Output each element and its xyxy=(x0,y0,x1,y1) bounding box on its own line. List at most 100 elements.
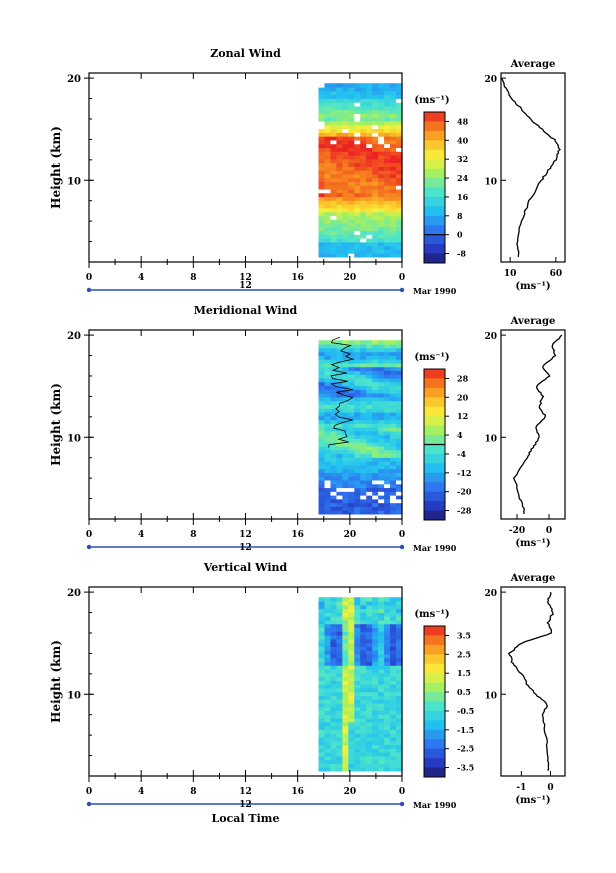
colorbar-swatch xyxy=(424,463,445,474)
average-x-label: (ms⁻¹) xyxy=(515,281,550,292)
colorbar-swatch xyxy=(424,692,445,702)
panel-title: Meridional Wind xyxy=(194,304,298,317)
date-line-start xyxy=(86,544,92,550)
colorbar-swatch xyxy=(424,510,445,521)
heatmap-cells xyxy=(318,597,403,772)
x-tick-label: 20 xyxy=(344,787,357,797)
x-tick-label: 16 xyxy=(291,273,304,283)
colorbar-swatch xyxy=(424,444,445,455)
colorbar-swatch xyxy=(424,710,445,721)
x-tick-label: 16 xyxy=(291,787,304,797)
colorbar-unit: (ms⁻¹) xyxy=(414,95,449,106)
colorbar-swatch xyxy=(424,369,445,379)
panel-title: Vertical Wind xyxy=(203,561,288,574)
colorbar-swatch xyxy=(424,130,445,141)
average-y-tick-label: 10 xyxy=(484,177,497,187)
date-marker: 12 xyxy=(239,281,252,291)
x-tick-label: 0 xyxy=(399,273,405,283)
colorbar-swatch xyxy=(424,168,445,179)
colorbar-swatch xyxy=(424,644,445,655)
zero-contour xyxy=(328,336,355,448)
colorbar-swatch xyxy=(424,187,445,198)
average-panel: Average 20 10 10 60(ms⁻¹) xyxy=(484,59,566,292)
colorbar-tick-label: -12 xyxy=(457,468,471,478)
colorbar-tick-label: 40 xyxy=(457,135,469,145)
average-profile-line xyxy=(500,77,561,257)
x-tick-label: 0 xyxy=(86,273,92,283)
x-tick-label: 8 xyxy=(190,787,196,797)
y-axis-label: Height (km) xyxy=(49,383,63,466)
colorbar-swatch xyxy=(424,482,445,493)
date-line-start xyxy=(86,801,92,807)
x-tick-label: 4 xyxy=(138,787,144,797)
x-tick-label: 0 xyxy=(86,787,92,797)
colorbar-swatch xyxy=(424,654,445,665)
average-y-tick-label: 20 xyxy=(484,589,497,599)
average-x-label: (ms⁻¹) xyxy=(515,795,550,806)
average-x-tick-label: -20 xyxy=(509,526,525,536)
x-tick-label: 4 xyxy=(138,530,144,540)
colorbar-unit: (ms⁻¹) xyxy=(414,352,449,363)
average-x-tick-label: 0 xyxy=(546,526,552,536)
average-y-tick-label: 10 xyxy=(484,434,497,444)
colorbar-tick-label: 20 xyxy=(457,392,469,402)
colorbar-tick-label: 48 xyxy=(457,116,469,126)
colorbar-tick-label: -2.5 xyxy=(457,744,474,754)
colorbar: 3.5 2.5 1.5 0.5 -0.5 -1.5 -2.5 -3.5 xyxy=(423,625,474,778)
colorbar-swatch xyxy=(424,206,445,217)
colorbar-swatch xyxy=(424,501,445,512)
date-line-end xyxy=(399,801,405,807)
date-label: Mar 1990 xyxy=(413,800,457,810)
colorbar-tick-label: 28 xyxy=(457,373,469,383)
colorbar-tick-label: -28 xyxy=(457,506,472,516)
x-tick-label: 12 xyxy=(239,273,252,283)
y-axis-label: Height (km) xyxy=(49,640,63,723)
date-line-start xyxy=(86,287,92,293)
colorbar-swatch xyxy=(424,253,445,264)
colorbar-tick-label: 2.5 xyxy=(457,649,471,659)
x-tick-label: 4 xyxy=(138,273,144,283)
average-y-tick-label: 20 xyxy=(484,75,497,85)
colorbar-unit: (ms⁻¹) xyxy=(414,609,449,620)
colorbar-tick-label: 24 xyxy=(457,173,469,183)
colorbar-tick-label: 8 xyxy=(457,211,463,221)
x-tick-label: 0 xyxy=(399,530,405,540)
y-tick-label: 20 xyxy=(67,588,81,599)
date-line-end xyxy=(399,287,405,293)
colorbar-swatch xyxy=(424,682,445,693)
average-profile-line xyxy=(507,591,554,772)
colorbar-swatch xyxy=(424,178,445,188)
date-marker: 12 xyxy=(239,800,252,810)
colorbar-swatch xyxy=(424,387,445,398)
colorbar-swatch xyxy=(424,140,445,151)
colorbar-swatch xyxy=(424,739,445,750)
colorbar-swatch xyxy=(424,491,445,502)
x-tick-label: 12 xyxy=(239,530,252,540)
x-tick-label: 16 xyxy=(291,530,304,540)
date-label: Mar 1990 xyxy=(413,286,457,296)
colorbar-swatch xyxy=(424,758,445,769)
colorbar-swatch xyxy=(424,453,445,464)
colorbar-swatch xyxy=(424,406,445,417)
average-frame xyxy=(500,586,566,777)
average-x-tick-label: 0 xyxy=(547,783,553,793)
colorbar-swatch xyxy=(424,767,445,778)
colorbar-tick-label: -1.5 xyxy=(457,725,474,735)
colorbar-tick-label: -8 xyxy=(457,249,466,259)
colorbar-swatch xyxy=(424,720,445,731)
panel-2: Vertical Wind 20 10 Height (km) 0 4 8 12 16 20 0 12… xyxy=(49,561,566,825)
panel-1: Meridional Wind 20 10 Height (km) 0 4 8 12 16 20 0… xyxy=(49,304,566,553)
y-tick-label: 20 xyxy=(67,331,81,342)
average-panel: Average 20 10 -1 0 (ms⁻¹) xyxy=(484,573,566,806)
date-marker: 12 xyxy=(239,543,252,553)
colorbar-tick-label: 16 xyxy=(457,192,469,202)
average-x-tick-label: 60 xyxy=(550,269,563,279)
average-title: Average xyxy=(510,316,556,327)
colorbar-swatch xyxy=(424,416,445,427)
y-tick-label: 10 xyxy=(67,433,81,444)
x-tick-label: 20 xyxy=(344,530,357,540)
panel-title: Zonal Wind xyxy=(210,47,281,60)
colorbar-swatch xyxy=(424,635,445,646)
colorbar-tick-label: 0 xyxy=(457,230,463,240)
